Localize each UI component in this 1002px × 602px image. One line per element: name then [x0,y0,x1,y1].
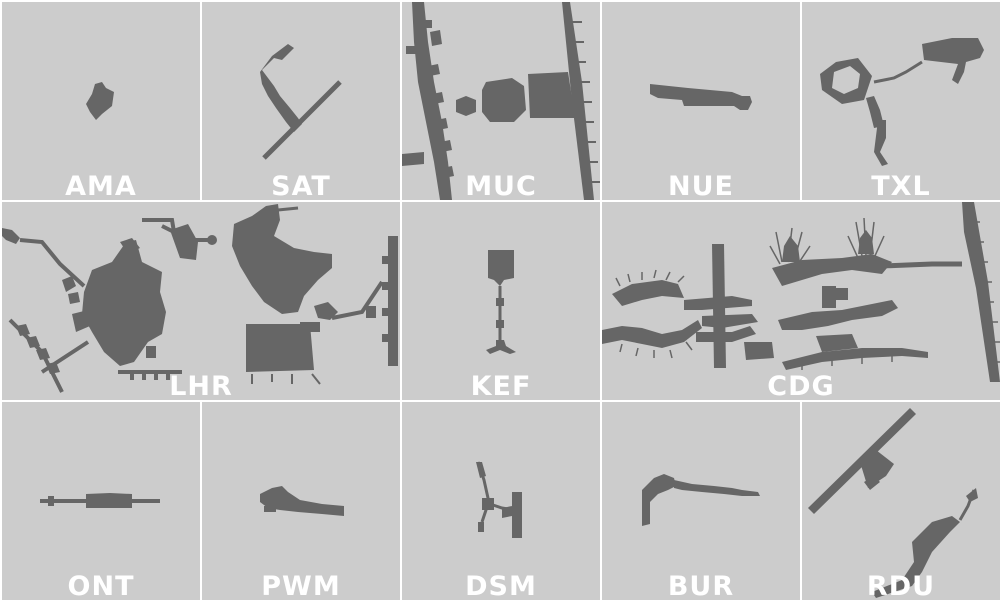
terminal-outline-kef [486,250,516,354]
terminal-outline-pwm [260,486,344,516]
airport-tile-txl: TXL [802,2,1000,200]
airport-code-label: RDU [866,571,936,600]
airport-tile-muc: MUC [402,2,600,200]
airport-code-label: BUR [667,571,735,600]
airport-code-label: MUC [465,171,537,200]
terminal-outline-sat [260,44,342,160]
airport-code-label: TXL [871,171,931,200]
airport-tile-rdu: RDU [802,402,1000,600]
airport-code-label: PWM [261,571,341,600]
airport-code-label: NUE [668,171,734,200]
terminal-outline-txl [820,38,984,166]
airport-tile-ama: AMA [2,2,200,200]
airport-code-label: CDG [767,371,835,400]
airport-tile-kef: KEF [402,202,600,400]
terminal-outline-muc [402,2,600,200]
airport-tile-bur: BUR [602,402,800,600]
airport-tile-cdg: CDG [602,202,1000,400]
terminal-outline-nue [650,84,752,110]
airport-code-label: DSM [465,571,537,600]
airport-tile-pwm: PWM [202,402,400,600]
terminal-outline-ama [86,82,114,120]
terminal-outline-rdu [808,408,978,598]
airport-code-label: AMA [65,171,137,200]
airport-tile-sat: SAT [202,2,400,200]
terminal-outline-lhr [2,204,398,393]
terminal-outline-ont [40,493,160,508]
airport-tile-lhr: LHR [2,202,400,400]
terminal-outline-bur [642,474,760,526]
airport-code-label: ONT [67,571,135,600]
airport-tile-nue: NUE [602,2,800,200]
terminal-outline-dsm [476,461,522,538]
airport-tile-ont: ONT [2,402,200,600]
airport-code-label: LHR [169,371,233,400]
airport-tile-dsm: DSM [402,402,600,600]
terminal-outline-cdg [602,202,1000,382]
airport-code-label: SAT [271,171,331,200]
airport-code-label: KEF [470,371,532,400]
